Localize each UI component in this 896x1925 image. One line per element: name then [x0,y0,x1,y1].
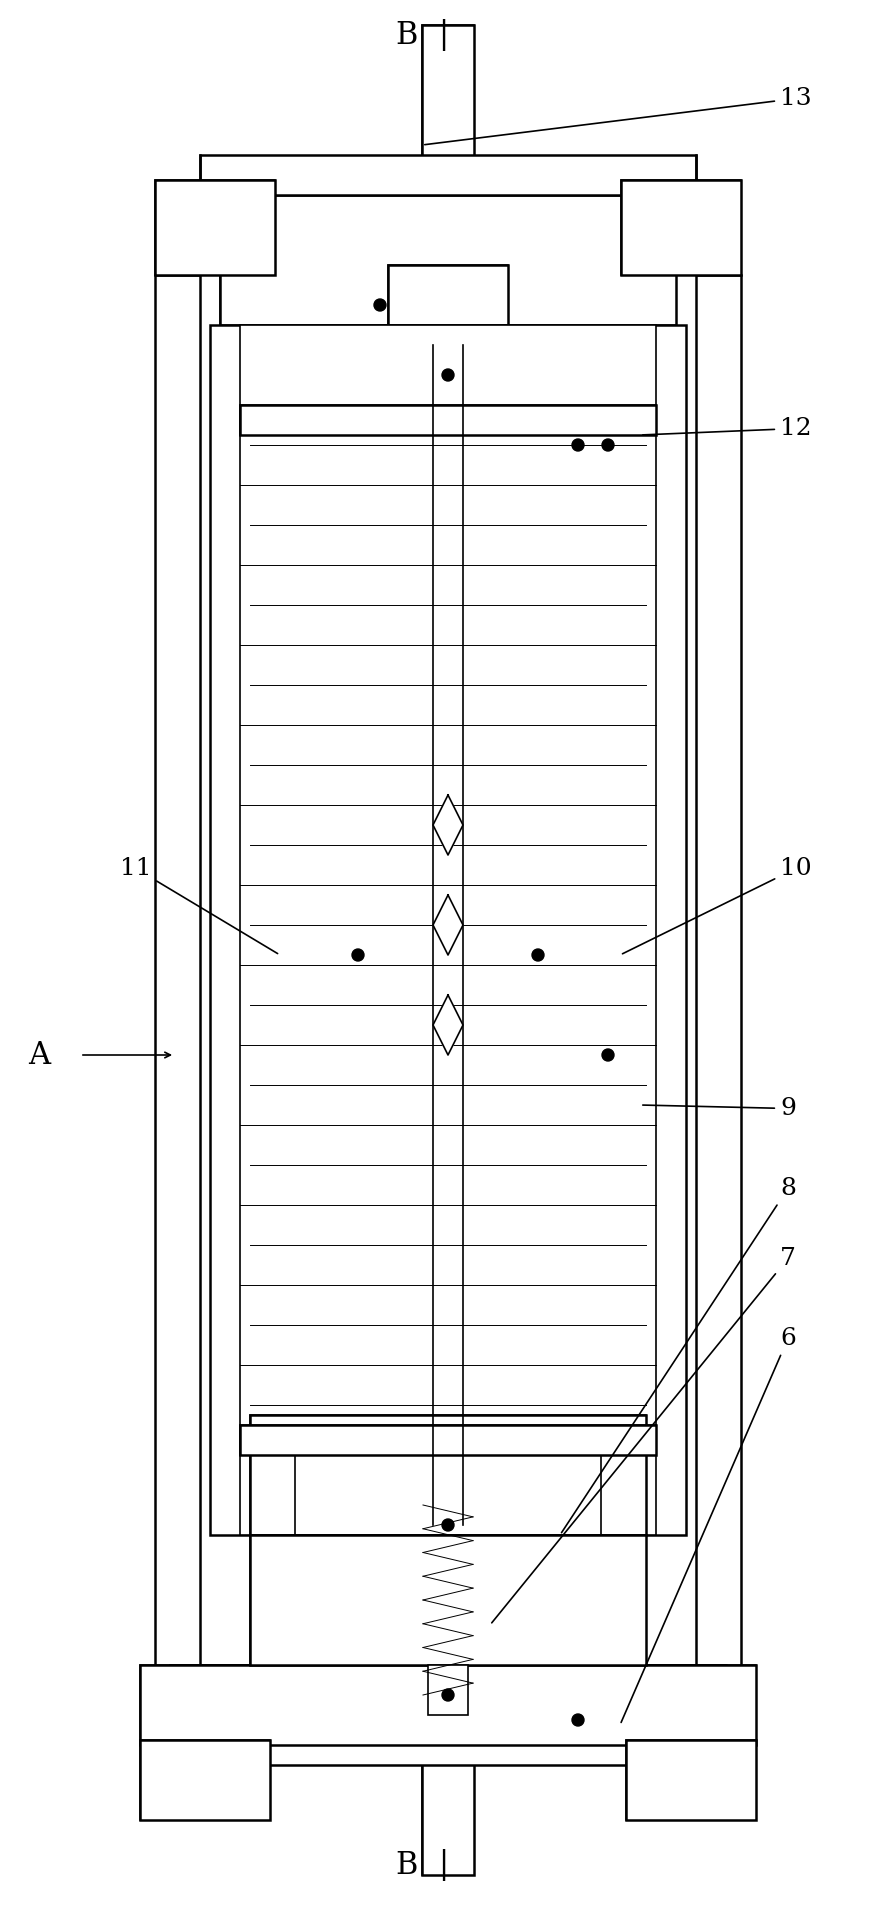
Text: |: | [438,1850,448,1881]
Bar [170,1665,726,1765]
Bar [626,1740,756,1819]
Bar [155,181,275,275]
Bar [170,1665,726,1765]
Text: B: B [396,19,418,50]
Circle shape [352,949,364,961]
Text: B: B [396,1850,418,1881]
Bar [140,1740,270,1819]
Bar [295,1434,601,1534]
Bar [250,1534,646,1665]
Bar [220,194,676,325]
Text: 7: 7 [492,1247,796,1623]
Bar [155,275,200,1696]
Bar [240,325,656,1534]
Bar [250,1415,646,1534]
Circle shape [572,439,584,450]
Text: 11: 11 [120,857,278,953]
Bar [696,275,741,1696]
Bar [140,1665,756,1744]
Circle shape [572,1713,584,1727]
Bar [140,1740,270,1819]
Bar [388,266,508,325]
Bar [200,156,696,194]
Bar [140,1665,756,1744]
Circle shape [602,439,614,450]
Bar [621,181,741,275]
Text: 13: 13 [425,87,812,144]
Text: 12: 12 [642,418,812,441]
Text: 9: 9 [642,1097,796,1120]
Bar [422,25,474,175]
Text: 8: 8 [562,1176,796,1532]
Circle shape [602,1049,614,1061]
Text: 6: 6 [621,1326,796,1723]
Polygon shape [433,795,463,855]
Bar [240,1424,656,1455]
Bar [422,25,474,175]
Bar [250,1415,646,1534]
Circle shape [442,1519,454,1530]
Bar [422,1744,474,1875]
Circle shape [442,370,454,381]
Bar [422,1744,474,1875]
Polygon shape [433,895,463,955]
Circle shape [532,949,544,961]
Bar [240,1424,656,1455]
Bar [621,181,741,275]
Circle shape [442,1688,454,1702]
Text: A: A [28,1040,50,1070]
Circle shape [374,298,386,312]
Text: |: | [438,19,448,50]
Polygon shape [433,995,463,1055]
Bar [250,1534,646,1665]
Bar [210,325,686,1534]
Bar [240,404,656,435]
Text: 10: 10 [623,857,812,953]
Bar [428,1665,468,1715]
Bar [155,181,275,275]
Bar [696,275,741,1696]
Bar [155,275,200,1696]
Bar [388,266,508,325]
Bar [220,194,676,325]
Bar [626,1740,756,1819]
Bar [240,404,656,435]
